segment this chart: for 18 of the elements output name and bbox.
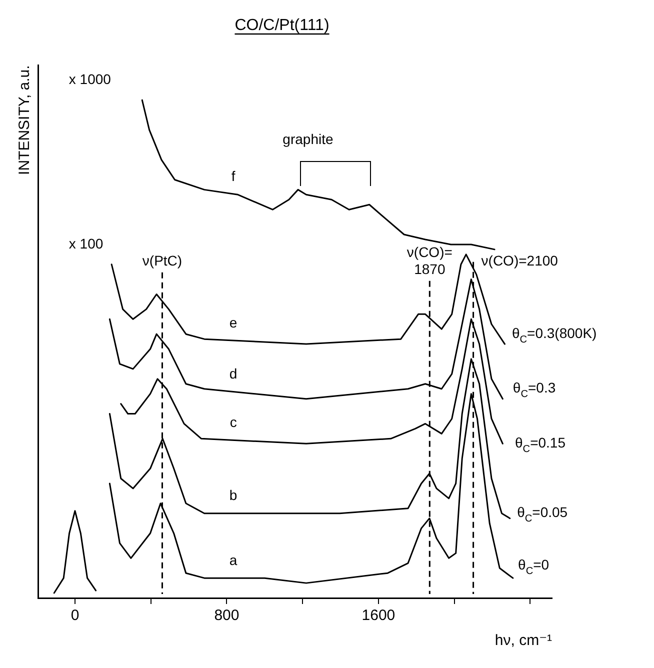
y-axis-title: INTENSITY, a.u. [16, 65, 34, 175]
series-label: b [229, 487, 238, 504]
x-tick-label: 0 [70, 607, 80, 624]
x-tick-label: 1600 [362, 607, 396, 624]
x-axis-title: hν, cm⁻¹ [494, 632, 552, 650]
series-label: d [229, 366, 238, 382]
annotation: x 100 [68, 235, 104, 252]
annotation: graphite [282, 130, 334, 147]
ref-line-label: ν(CO)= 1870 [406, 244, 452, 278]
x-tick-label: 800 [214, 607, 240, 624]
series-label: e [229, 314, 238, 330]
ref-line-label: ν(PtC) [142, 252, 182, 269]
ref-line-label: ν(CO)=2100 [481, 252, 558, 269]
series-label: a [229, 552, 238, 568]
series-label: f [231, 168, 236, 184]
text: x 1000 [68, 71, 112, 87]
chart-title: CO/C/Pt(111) [234, 17, 330, 34]
series-label: c [230, 414, 237, 430]
